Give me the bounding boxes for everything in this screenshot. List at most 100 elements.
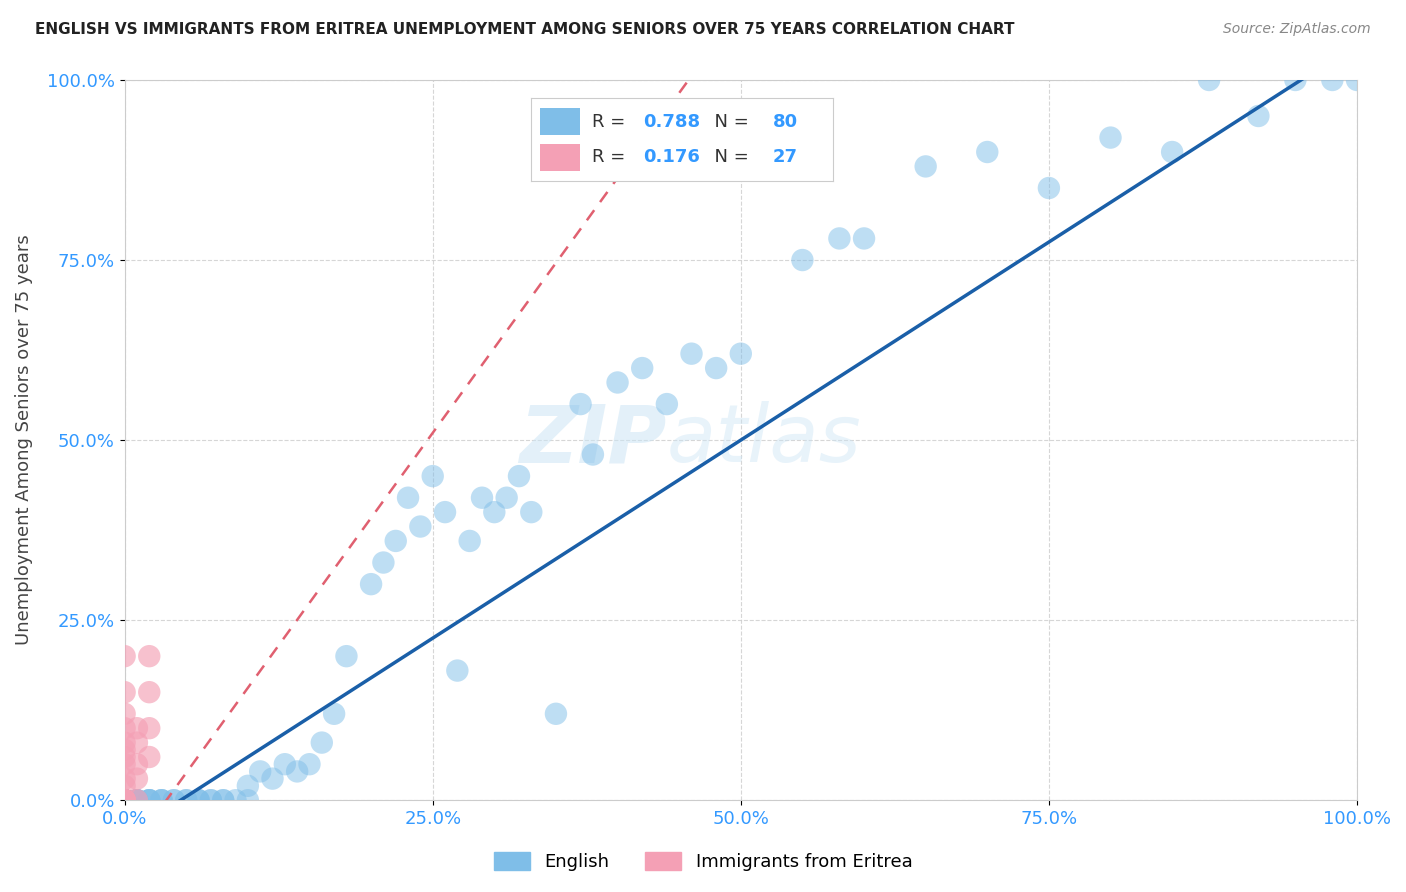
Point bbox=[384, 533, 406, 548]
Point bbox=[446, 664, 468, 678]
Point bbox=[187, 793, 209, 807]
Point bbox=[150, 793, 173, 807]
Point bbox=[471, 491, 494, 505]
Legend: English, Immigrants from Eritrea: English, Immigrants from Eritrea bbox=[486, 845, 920, 879]
Point bbox=[681, 346, 703, 360]
Point bbox=[125, 793, 148, 807]
Text: ZIP: ZIP bbox=[519, 401, 666, 479]
Point bbox=[458, 533, 481, 548]
Point bbox=[114, 793, 136, 807]
Point bbox=[114, 743, 136, 757]
Point bbox=[187, 793, 209, 807]
Point bbox=[114, 649, 136, 664]
Point bbox=[422, 469, 444, 483]
Point bbox=[212, 793, 235, 807]
Point bbox=[323, 706, 346, 721]
Point bbox=[828, 231, 851, 245]
Point bbox=[976, 145, 998, 159]
Point bbox=[187, 793, 209, 807]
Point bbox=[125, 793, 148, 807]
Point bbox=[114, 736, 136, 750]
Point bbox=[125, 736, 148, 750]
Point bbox=[114, 793, 136, 807]
Point bbox=[125, 757, 148, 772]
Point bbox=[1284, 73, 1306, 87]
Text: atlas: atlas bbox=[666, 401, 862, 479]
Point bbox=[125, 772, 148, 786]
Point bbox=[285, 764, 308, 779]
Point bbox=[125, 793, 148, 807]
Point bbox=[236, 779, 259, 793]
Point bbox=[114, 772, 136, 786]
Point bbox=[914, 160, 936, 174]
Point bbox=[114, 793, 136, 807]
Point bbox=[508, 469, 530, 483]
Point bbox=[114, 779, 136, 793]
Point bbox=[114, 793, 136, 807]
Point bbox=[274, 757, 297, 772]
Point bbox=[655, 397, 678, 411]
Point bbox=[373, 556, 395, 570]
Point bbox=[200, 793, 222, 807]
Point bbox=[125, 793, 148, 807]
Point bbox=[582, 448, 605, 462]
Point bbox=[163, 793, 186, 807]
Point bbox=[225, 793, 247, 807]
Point bbox=[212, 793, 235, 807]
Point bbox=[114, 757, 136, 772]
Point bbox=[249, 764, 271, 779]
Point bbox=[853, 231, 876, 245]
Point bbox=[114, 793, 136, 807]
Point bbox=[631, 361, 654, 376]
Point bbox=[730, 346, 752, 360]
Point bbox=[360, 577, 382, 591]
Point bbox=[1346, 73, 1368, 87]
Point bbox=[114, 706, 136, 721]
Point bbox=[138, 793, 160, 807]
Point bbox=[335, 649, 357, 664]
Point bbox=[114, 793, 136, 807]
Point bbox=[174, 793, 197, 807]
Point bbox=[125, 793, 148, 807]
Point bbox=[114, 793, 136, 807]
Point bbox=[114, 793, 136, 807]
Point bbox=[495, 491, 517, 505]
Point bbox=[792, 253, 814, 268]
Point bbox=[236, 793, 259, 807]
Point bbox=[434, 505, 457, 519]
Point bbox=[114, 793, 136, 807]
Point bbox=[396, 491, 419, 505]
Point bbox=[311, 736, 333, 750]
Point bbox=[138, 649, 160, 664]
Point bbox=[150, 793, 173, 807]
Point bbox=[1198, 73, 1220, 87]
Point bbox=[409, 519, 432, 533]
Point bbox=[138, 793, 160, 807]
Point bbox=[114, 793, 136, 807]
Point bbox=[174, 793, 197, 807]
Point bbox=[138, 793, 160, 807]
Point bbox=[606, 376, 628, 390]
Point bbox=[125, 793, 148, 807]
Point bbox=[163, 793, 186, 807]
Point bbox=[569, 397, 592, 411]
Point bbox=[114, 793, 136, 807]
Text: Source: ZipAtlas.com: Source: ZipAtlas.com bbox=[1223, 22, 1371, 37]
Point bbox=[114, 793, 136, 807]
Point bbox=[114, 793, 136, 807]
Point bbox=[520, 505, 543, 519]
Point bbox=[1038, 181, 1060, 195]
Point bbox=[150, 793, 173, 807]
Point bbox=[114, 793, 136, 807]
Y-axis label: Unemployment Among Seniors over 75 years: Unemployment Among Seniors over 75 years bbox=[15, 235, 32, 646]
Point bbox=[298, 757, 321, 772]
Point bbox=[200, 793, 222, 807]
Point bbox=[138, 793, 160, 807]
Point bbox=[138, 685, 160, 699]
Point bbox=[704, 361, 727, 376]
Point bbox=[138, 750, 160, 764]
Point bbox=[544, 706, 567, 721]
Point bbox=[114, 793, 136, 807]
Point bbox=[114, 793, 136, 807]
Point bbox=[1099, 130, 1122, 145]
